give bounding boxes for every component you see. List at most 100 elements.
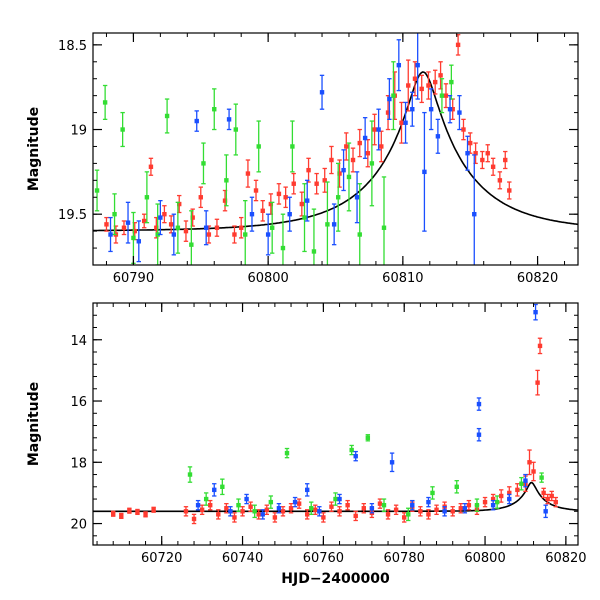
data-point	[350, 147, 356, 173]
series-2	[195, 303, 548, 520]
data-point	[144, 171, 150, 224]
data-point	[353, 510, 358, 522]
data-point	[531, 461, 536, 482]
data-point	[243, 199, 248, 265]
data-point	[418, 506, 423, 517]
data-point	[426, 71, 431, 100]
data-point	[214, 218, 220, 237]
data-point	[523, 473, 528, 488]
bottom-panel: 60720 60740 60760 60780 60800 60820 14 16 18 20 Ma…	[26, 302, 587, 587]
data-point	[288, 502, 294, 514]
data-point	[108, 216, 113, 253]
data-point	[527, 449, 532, 476]
data-point	[158, 199, 163, 236]
data-point	[519, 476, 524, 491]
x-tick-label: 60800	[247, 271, 288, 286]
data-point	[276, 502, 282, 514]
data-point	[236, 498, 241, 512]
y-tick-label: 14	[70, 334, 87, 349]
data-point	[476, 397, 482, 411]
data-point	[362, 117, 368, 159]
data-point	[305, 179, 310, 222]
data-point	[171, 213, 177, 256]
data-point	[212, 88, 217, 131]
data-point	[337, 493, 342, 505]
data-point	[252, 504, 257, 519]
x-tick-label: 60720	[141, 551, 182, 566]
data-point	[361, 502, 366, 514]
data-point	[148, 157, 154, 176]
data-point	[280, 213, 286, 265]
data-point	[265, 213, 271, 256]
y-axis-label: Magnitude	[26, 382, 42, 466]
data-point	[535, 369, 540, 396]
data-point	[396, 39, 402, 92]
plot-area	[93, 33, 578, 265]
data-point	[102, 84, 108, 121]
y-tick-label: 19	[70, 124, 87, 139]
data-point	[543, 504, 548, 519]
data-point	[354, 171, 360, 224]
data-point	[183, 220, 189, 242]
data-point	[232, 512, 237, 523]
data-point	[432, 69, 438, 95]
y-axis-label: Magnitude	[26, 107, 42, 191]
data-point	[365, 139, 371, 168]
data-point	[311, 208, 317, 265]
data-point	[94, 169, 100, 212]
data-point	[220, 478, 225, 496]
data-point	[454, 480, 459, 494]
data-point	[272, 512, 278, 523]
data-point	[381, 176, 387, 265]
data-point	[357, 128, 362, 158]
data-point	[183, 506, 189, 517]
data-point	[533, 303, 538, 321]
data-point	[276, 183, 282, 205]
data-point	[465, 135, 470, 171]
data-point	[191, 513, 197, 525]
x-tick-label: 60740	[222, 551, 263, 566]
data-point	[412, 61, 418, 97]
data-point	[296, 498, 302, 509]
plot-area	[93, 303, 578, 525]
data-point	[376, 108, 381, 151]
y-tick-label: 18	[70, 456, 87, 471]
data-point	[333, 492, 338, 506]
data-point	[306, 157, 311, 183]
data-point	[426, 509, 431, 520]
y-tick-label: 20	[70, 518, 87, 533]
data-point	[480, 150, 485, 170]
data-point	[120, 111, 125, 148]
data-point	[461, 118, 466, 141]
data-point	[141, 213, 147, 229]
data-point	[175, 201, 181, 254]
data-point	[494, 495, 500, 509]
data-point	[290, 120, 295, 173]
data-point	[291, 172, 296, 195]
data-point	[549, 490, 554, 502]
data-point	[385, 95, 391, 131]
data-point	[322, 167, 327, 193]
data-point	[226, 108, 232, 131]
data-point	[537, 337, 543, 355]
data-point	[353, 450, 358, 462]
data-point	[457, 95, 462, 131]
data-point	[472, 154, 477, 265]
data-point	[194, 110, 199, 132]
data-point	[447, 95, 453, 124]
data-point	[135, 508, 140, 516]
data-point	[369, 502, 375, 514]
data-point	[337, 506, 342, 517]
data-point	[379, 130, 384, 163]
data-point	[260, 509, 265, 520]
data-point	[104, 216, 109, 232]
data-point	[228, 506, 233, 517]
data-point	[249, 196, 255, 232]
series-1	[94, 61, 454, 265]
data-point	[391, 61, 396, 131]
data-point	[240, 506, 245, 517]
data-point	[136, 220, 142, 263]
x-tick-label: 60810	[382, 271, 423, 286]
data-point	[164, 98, 170, 134]
data-point	[314, 172, 319, 195]
